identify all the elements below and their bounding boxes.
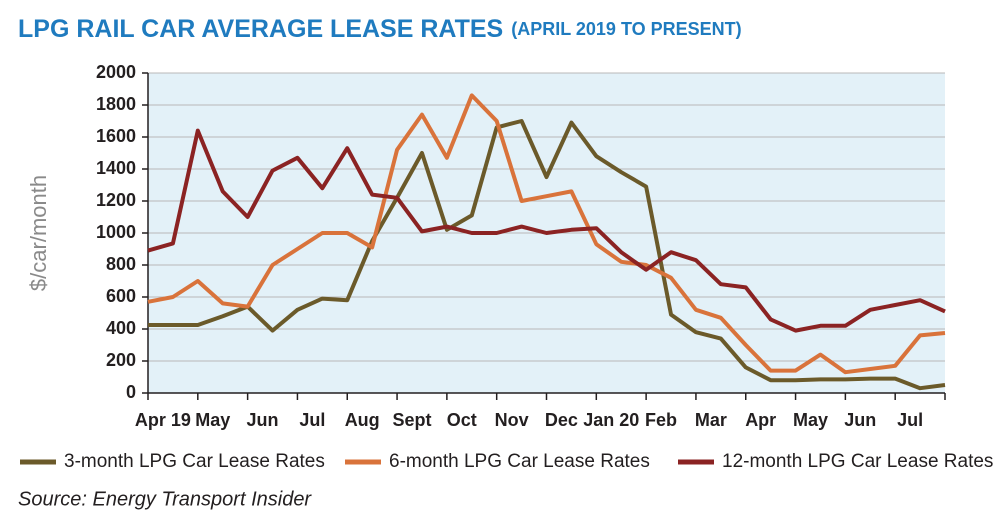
series-line [148,119,946,391]
series-line [147,128,946,333]
x-tick-label: Jul [897,410,923,430]
x-tick-label: Nov [495,410,529,430]
x-tick-label: Jul [299,410,325,430]
series-line [147,93,946,375]
chart-title: LPG RAIL CAR AVERAGE LEASE RATES (APRIL 2… [18,15,742,43]
y-tick-label: 2000 [96,62,136,82]
y-tick-label: 1800 [96,94,136,114]
x-tick-label: Apr [745,410,776,430]
y-tick-label: 1400 [96,158,136,178]
y-tick-label: 1200 [96,190,136,210]
legend-label: 3-month LPG Car Lease Rates [64,451,325,472]
y-tick-label: 1000 [96,222,136,242]
x-tick-label: May [195,410,230,430]
x-tick-label: Aug [345,410,380,430]
y-tick-label: 600 [106,286,136,306]
x-tick-label: Jun [247,410,279,430]
y-tick-label: 200 [106,350,136,370]
y-axis-label: $/car/month [26,175,51,291]
y-tick-label: 800 [106,254,136,274]
y-tick-label: 400 [106,318,136,338]
legend-label: 6-month LPG Car Lease Rates [389,451,650,472]
x-tick-label: Sept [392,410,431,430]
y-tick-label: 1600 [96,126,136,146]
x-tick-label: Feb [645,410,677,430]
x-tick-label: Mar [695,410,727,430]
legend-label: 12-month LPG Car Lease Rates [722,451,993,472]
source: Source: Energy Transport Insider [18,488,312,510]
y-tick-label: 0 [126,382,136,402]
x-tick-label: Jun [844,410,876,430]
x-tick-label: May [793,410,828,430]
x-tick-label: Jan 20 [583,410,639,430]
x-tick-label: Oct [447,410,477,430]
x-tick-label: Dec [545,410,578,430]
x-tick-label: Apr 19 [135,410,191,430]
